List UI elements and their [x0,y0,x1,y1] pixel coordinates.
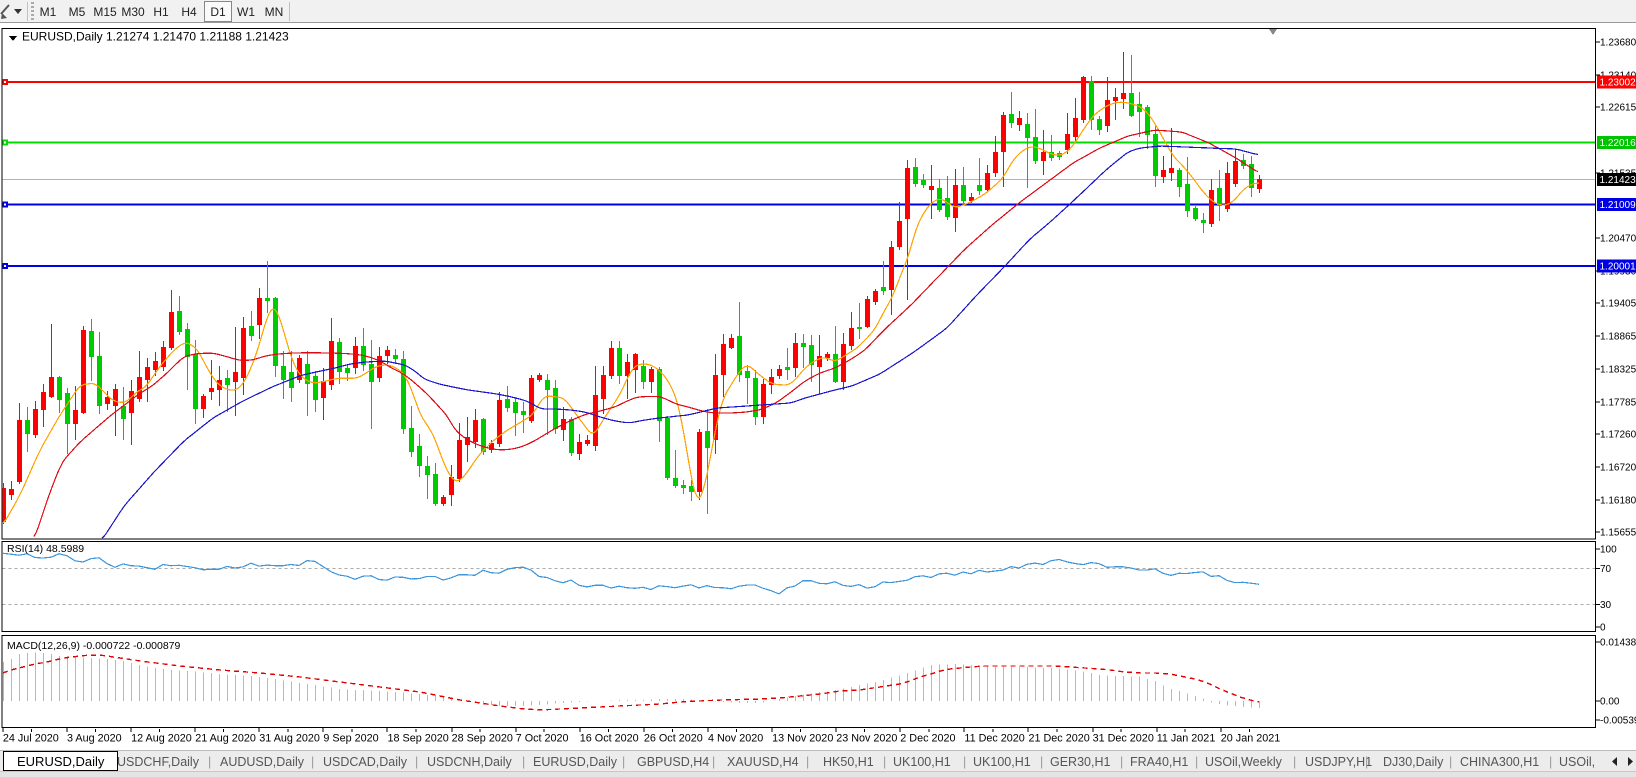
svg-text:1.22615: 1.22615 [1600,103,1636,114]
svg-text:23 Nov 2020: 23 Nov 2020 [836,733,897,745]
svg-text:1.23680: 1.23680 [1600,38,1636,49]
svg-text:1.16720: 1.16720 [1600,463,1636,474]
svg-text:2 Dec 2020: 2 Dec 2020 [900,733,955,745]
svg-text:31 Dec 2020: 31 Dec 2020 [1093,733,1154,745]
svg-text:11 Dec 2020: 11 Dec 2020 [964,733,1024,745]
svg-text:1.19405: 1.19405 [1600,299,1636,310]
svg-text:1.20001: 1.20001 [1600,262,1636,273]
svg-text:EURUSD,Daily 1.21274 1.21470: EURUSD,Daily 1.21274 1.21470 1.21188 1.2… [22,30,289,44]
svg-text:1.21423: 1.21423 [1600,175,1636,186]
svg-text:4 Nov 2020: 4 Nov 2020 [708,733,763,745]
svg-text:1.17260: 1.17260 [1600,430,1636,441]
svg-text:1.17785: 1.17785 [1600,398,1636,409]
svg-text:7 Oct 2020: 7 Oct 2020 [516,733,569,745]
svg-text:21 Dec 2020: 21 Dec 2020 [1029,733,1090,745]
svg-text:1.21009: 1.21009 [1600,200,1636,211]
svg-text:1.22016: 1.22016 [1600,138,1636,149]
svg-text:11 Jan 2021: 11 Jan 2021 [1157,733,1216,745]
svg-text:1.20470: 1.20470 [1600,234,1636,245]
svg-text:1.18865: 1.18865 [1600,332,1636,343]
svg-text:30: 30 [1600,600,1612,611]
svg-text:12 Aug 2020: 12 Aug 2020 [131,733,192,745]
svg-text:28 Sep 2020: 28 Sep 2020 [452,733,513,745]
svg-text:1.15655: 1.15655 [1600,528,1636,539]
svg-text:1.18325: 1.18325 [1600,365,1636,376]
svg-text:9 Sep 2020: 9 Sep 2020 [323,733,378,745]
svg-text:70: 70 [1600,564,1612,575]
svg-text:RSI(14) 48.5989: RSI(14) 48.5989 [7,543,84,555]
svg-text:3 Aug 2020: 3 Aug 2020 [67,733,122,745]
svg-text:0: 0 [1600,623,1606,634]
svg-text:16 Oct 2020: 16 Oct 2020 [580,733,639,745]
svg-text:MACD(12,26,9) -0.000722 -0.000: MACD(12,26,9) -0.000722 -0.000879 [7,640,181,652]
svg-text:31 Aug 2020: 31 Aug 2020 [259,733,320,745]
svg-text:13 Nov 2020: 13 Nov 2020 [772,733,833,745]
svg-text:24 Jul 2020: 24 Jul 2020 [3,733,59,745]
svg-text:21 Aug 2020: 21 Aug 2020 [195,733,256,745]
svg-text:100: 100 [1600,545,1617,556]
svg-text:0.014384: 0.014384 [1600,638,1636,649]
svg-text:1.23002: 1.23002 [1600,78,1636,89]
svg-text:26 Oct 2020: 26 Oct 2020 [644,733,703,745]
svg-text:20 Jan 2021: 20 Jan 2021 [1221,733,1280,745]
svg-text:1.16180: 1.16180 [1600,496,1636,507]
svg-text:-0.00539: -0.00539 [1600,716,1636,727]
svg-text:0.00: 0.00 [1600,697,1620,708]
svg-text:18 Sep 2020: 18 Sep 2020 [388,733,449,745]
